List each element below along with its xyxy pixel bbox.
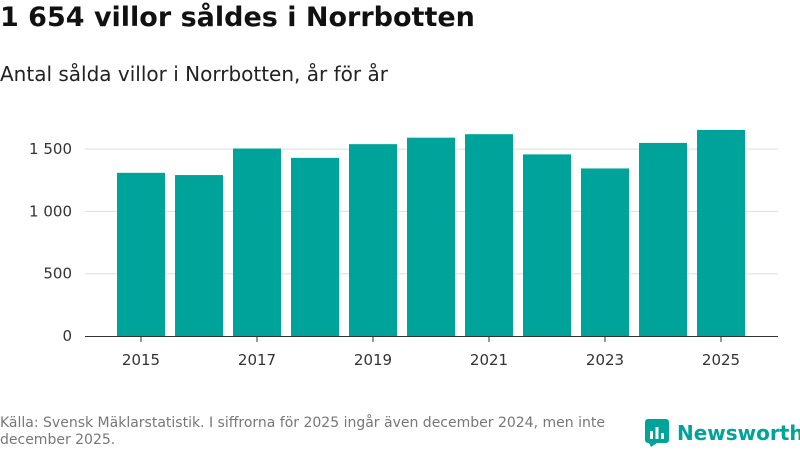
x-tick-label: 2023 (586, 351, 624, 369)
x-tick-label: 2015 (122, 351, 160, 369)
bar-2017 (233, 148, 281, 336)
y-tick-label: 1 500 (29, 140, 72, 158)
x-tick-label: 2017 (238, 351, 276, 369)
bar-2021 (465, 134, 513, 336)
y-tick-label: 500 (43, 265, 72, 283)
bar-2022 (523, 154, 571, 336)
bar-2025 (697, 129, 745, 336)
x-tick-label: 2021 (470, 351, 508, 369)
y-tick-label: 0 (62, 327, 72, 345)
chart-title: 1 654 villor såldes i Norrbotten (0, 2, 475, 33)
source-note: Källa: Svensk Mäklarstatistik. I siffror… (0, 415, 605, 448)
bar-2019 (349, 144, 397, 336)
x-tick-label: 2019 (354, 351, 392, 369)
bar-2023 (581, 168, 629, 336)
bar-2018 (291, 157, 339, 336)
bar-2015 (117, 172, 165, 336)
bar-2020 (407, 137, 455, 336)
bar-2016 (175, 175, 223, 336)
chart-subtitle: Antal sålda villor i Norrbotten, år för … (0, 62, 388, 86)
bar-2024 (639, 142, 687, 336)
brand: Newsworthy (645, 418, 800, 448)
newsworthy-logo-icon (645, 419, 669, 447)
bar-chart: 0 500 1 000 1 500 2015 2017 2019 2021 2023 2025 (29, 129, 778, 369)
brand-name: Newsworthy (677, 421, 800, 445)
y-tick-label: 1 000 (29, 202, 72, 220)
x-tick-label: 2025 (702, 351, 740, 369)
